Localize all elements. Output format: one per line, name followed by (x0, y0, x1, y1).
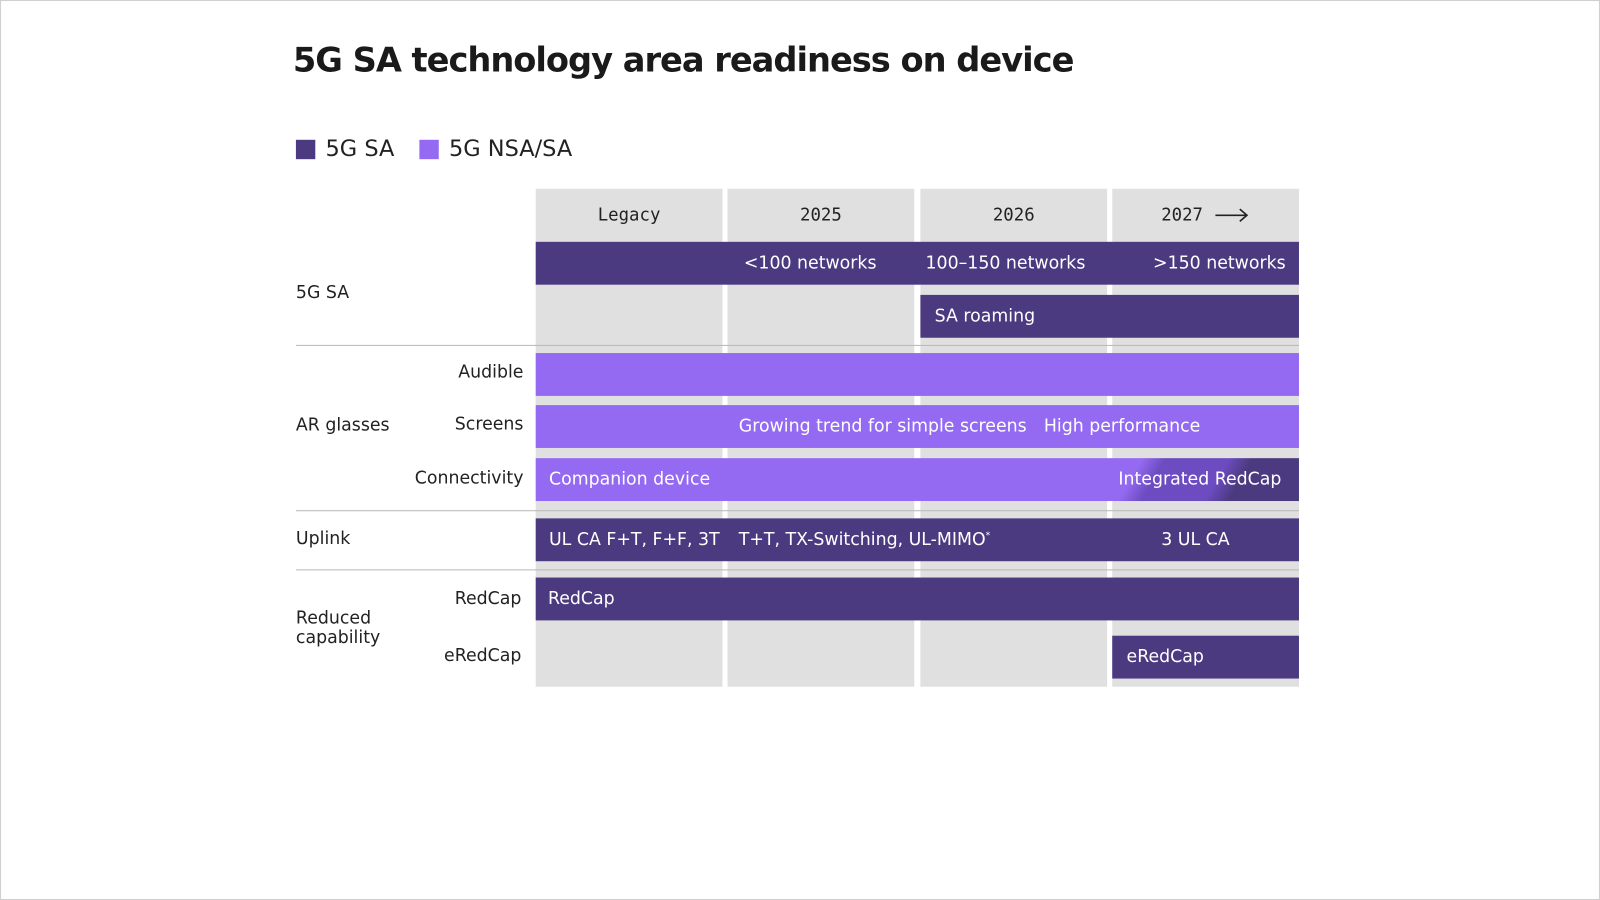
bar-eredcap: eRedCap (1112, 635, 1299, 679)
bar-text: Growing trend for simple screens (738, 416, 1027, 437)
bar-text: SA roaming (934, 306, 1036, 327)
bar-text: >150 networks (1153, 253, 1286, 274)
row-label-reduced-capability: Reduced capability (296, 609, 380, 648)
bar-text: High performance (1043, 416, 1201, 437)
sub-label-connectivity: Connectivity (414, 468, 524, 489)
bar-text: Integrated RedCap (1118, 469, 1282, 490)
bar-audible (535, 353, 1299, 396)
column-header: 2025 (800, 205, 842, 226)
bar-text: eRedCap (1126, 646, 1204, 668)
label-line: Reduced (295, 608, 372, 629)
bar-text: 100–150 networks (925, 253, 1086, 274)
sub-label-audible: Audible (458, 362, 524, 383)
bar-text: UL CA F+T, F+F, 3T (548, 529, 720, 550)
sub-label-eredcap: eRedCap (444, 645, 522, 667)
sub-label-redcap: RedCap (454, 588, 522, 610)
bar-redcap: RedCap (535, 577, 1299, 621)
footnote-mark: * (985, 530, 991, 542)
bar-screens: Growing trend for simple screens High pe… (535, 405, 1299, 448)
legend-label: 5G NSA/SA (448, 136, 573, 163)
page-title: 5G SA technology area readiness on devic… (292, 39, 1075, 80)
legend-item-5g-nsa-sa: 5G NSA/SA (419, 136, 573, 163)
row-label-5g-sa: 5G SA (295, 282, 350, 304)
row-label-uplink: Uplink (295, 528, 351, 549)
bar-text: RedCap (547, 588, 615, 610)
legend-swatch (419, 139, 439, 160)
column-header-label: 2027 (1161, 205, 1204, 226)
bar-uplink: UL CA F+T, F+F, 3T T+T, TX-Switching, UL… (535, 518, 1299, 562)
row-label-ar-glasses: AR glasses (295, 415, 390, 436)
bar-text: T+T, TX-Switching, UL-MIMO (738, 529, 986, 550)
column-header: 2026 (992, 205, 1035, 226)
legend-item-5g-sa: 5G SA (295, 136, 395, 163)
divider (295, 510, 1299, 512)
bar-text: 3 UL CA (1161, 529, 1230, 550)
bar-text: Companion device (548, 469, 711, 490)
bar-text: <100 networks (743, 253, 877, 274)
column-header-2027: 2027 (1112, 189, 1299, 242)
bar-networks: <100 networks 100–150 networks >150 netw… (535, 241, 1299, 285)
bar-connectivity: Companion device Integrated RedCap (535, 458, 1299, 502)
sub-label-screens: Screens (454, 414, 524, 435)
label-line: capability (295, 627, 381, 648)
column-header: Legacy (597, 205, 661, 226)
divider (295, 569, 1299, 571)
arrow-right-icon (1215, 208, 1249, 223)
divider (295, 344, 1299, 346)
legend-swatch (295, 139, 316, 160)
legend-label: 5G SA (325, 136, 395, 163)
bar-sa-roaming: SA roaming (920, 294, 1299, 338)
